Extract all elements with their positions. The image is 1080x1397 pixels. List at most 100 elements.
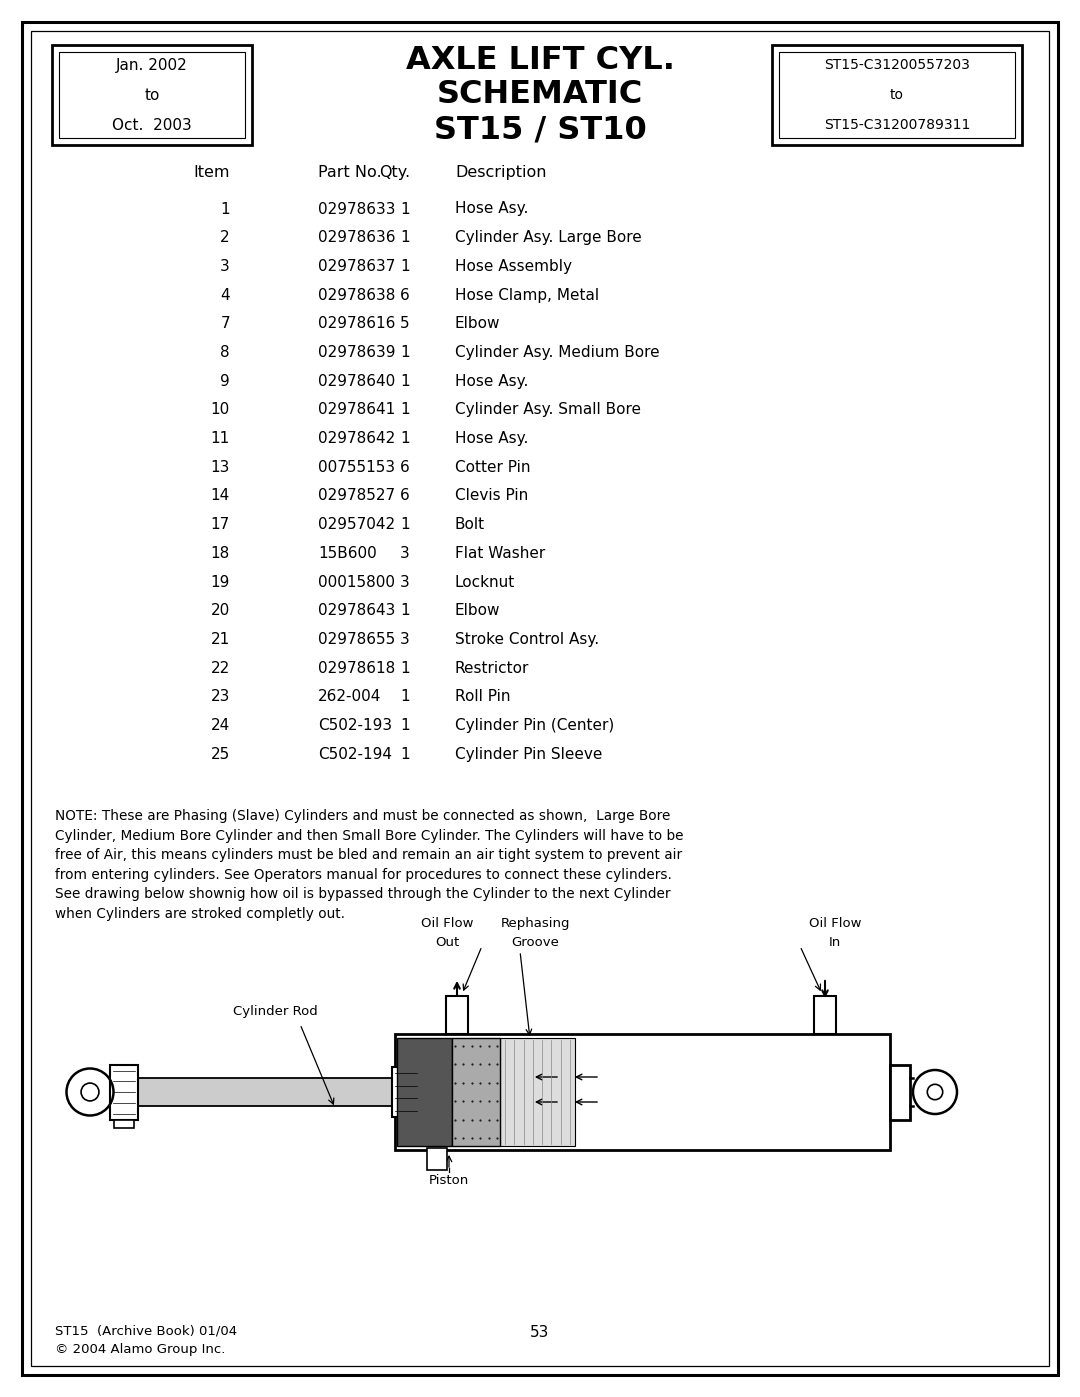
Text: 20: 20 <box>211 604 230 619</box>
Text: 1: 1 <box>401 402 410 418</box>
Bar <box>779 52 1015 138</box>
Text: 22: 22 <box>211 661 230 676</box>
Text: C502-194: C502-194 <box>318 747 392 761</box>
Text: Cylinder Pin Sleeve: Cylinder Pin Sleeve <box>455 747 603 761</box>
Text: ST15  (Archive Book) 01/04
© 2004 Alamo Group Inc.: ST15 (Archive Book) 01/04 © 2004 Alamo G… <box>55 1324 238 1356</box>
Text: ST15-C31200789311: ST15-C31200789311 <box>824 117 970 131</box>
Text: NOTE: These are Phasing (Slave) Cylinders and must be connected as shown,  Large: NOTE: These are Phasing (Slave) Cylinder… <box>55 809 684 921</box>
Bar <box>890 1065 910 1119</box>
Text: 00755153: 00755153 <box>318 460 395 475</box>
Text: Cylinder Asy. Large Bore: Cylinder Asy. Large Bore <box>455 231 642 246</box>
Text: Hose Asy.: Hose Asy. <box>455 201 528 217</box>
Bar <box>397 1038 453 1146</box>
Bar <box>453 1038 500 1146</box>
Text: 11: 11 <box>211 432 230 446</box>
Text: 1: 1 <box>401 432 410 446</box>
Bar <box>113 1119 134 1127</box>
Bar <box>500 1038 575 1146</box>
Text: Roll Pin: Roll Pin <box>455 689 511 704</box>
Text: 1: 1 <box>220 201 230 217</box>
Text: 262-004: 262-004 <box>318 689 381 704</box>
Text: Description: Description <box>455 165 546 179</box>
Text: Groove: Groove <box>511 936 559 950</box>
Text: Bolt: Bolt <box>455 517 485 532</box>
Text: 9: 9 <box>220 374 230 388</box>
Bar <box>52 45 252 145</box>
Text: 02978616: 02978616 <box>318 316 395 331</box>
Bar <box>427 1148 447 1171</box>
Text: 02978641: 02978641 <box>318 402 395 418</box>
Bar <box>59 52 245 138</box>
Text: 02978527: 02978527 <box>318 489 395 503</box>
Text: Piston: Piston <box>429 1173 469 1186</box>
Text: 1: 1 <box>401 231 410 246</box>
Text: 15B600: 15B600 <box>318 546 377 562</box>
Text: 25: 25 <box>211 747 230 761</box>
Text: Elbow: Elbow <box>455 316 500 331</box>
Bar <box>109 1065 137 1119</box>
Text: 6: 6 <box>401 288 410 303</box>
Text: 1: 1 <box>401 517 410 532</box>
Bar <box>772 45 1022 145</box>
Text: 02957042: 02957042 <box>318 517 395 532</box>
Text: Qty.: Qty. <box>379 165 410 179</box>
Text: Oil Flow: Oil Flow <box>421 916 473 929</box>
Text: Hose Asy.: Hose Asy. <box>455 432 528 446</box>
Text: Stroke Control Asy.: Stroke Control Asy. <box>455 631 599 647</box>
Text: SCHEMATIC: SCHEMATIC <box>437 78 643 109</box>
Text: 3: 3 <box>220 258 230 274</box>
Text: 02978642: 02978642 <box>318 432 395 446</box>
Text: 6: 6 <box>401 460 410 475</box>
Text: AXLE LIFT CYL.: AXLE LIFT CYL. <box>406 45 674 75</box>
Text: 1: 1 <box>401 258 410 274</box>
Text: 3: 3 <box>401 631 410 647</box>
Text: 02978637: 02978637 <box>318 258 395 274</box>
Text: 02978655: 02978655 <box>318 631 395 647</box>
Text: Flat Washer: Flat Washer <box>455 546 545 562</box>
Text: In: In <box>828 936 841 950</box>
Text: 4: 4 <box>220 288 230 303</box>
Text: 1: 1 <box>401 661 410 676</box>
Text: 1: 1 <box>401 689 410 704</box>
Text: Cotter Pin: Cotter Pin <box>455 460 530 475</box>
Text: 1: 1 <box>401 201 410 217</box>
Text: 1: 1 <box>401 604 410 619</box>
Text: Hose Asy.: Hose Asy. <box>455 374 528 388</box>
Text: 02978638: 02978638 <box>318 288 395 303</box>
Text: 7: 7 <box>220 316 230 331</box>
Text: 02978636: 02978636 <box>318 231 395 246</box>
Text: 1: 1 <box>401 345 410 360</box>
Text: 02978640: 02978640 <box>318 374 395 388</box>
Text: Elbow: Elbow <box>455 604 500 619</box>
Text: Cylinder Pin (Center): Cylinder Pin (Center) <box>455 718 615 733</box>
Bar <box>137 1078 420 1106</box>
Bar <box>392 1067 420 1118</box>
Text: Restrictor: Restrictor <box>455 661 529 676</box>
Text: 23: 23 <box>211 689 230 704</box>
Text: 13: 13 <box>211 460 230 475</box>
Text: 3: 3 <box>401 546 410 562</box>
Text: Cylinder Asy. Small Bore: Cylinder Asy. Small Bore <box>455 402 642 418</box>
Text: Rephasing: Rephasing <box>500 916 570 929</box>
Text: 02978639: 02978639 <box>318 345 395 360</box>
Text: Hose Clamp, Metal: Hose Clamp, Metal <box>455 288 599 303</box>
Bar <box>814 996 836 1034</box>
Text: 00015800: 00015800 <box>318 574 395 590</box>
Text: to: to <box>890 88 904 102</box>
Text: to: to <box>145 88 160 102</box>
Text: 14: 14 <box>211 489 230 503</box>
Text: Jan. 2002: Jan. 2002 <box>117 57 188 73</box>
Text: 8: 8 <box>220 345 230 360</box>
Text: Cylinder Asy. Medium Bore: Cylinder Asy. Medium Bore <box>455 345 660 360</box>
Text: Cylinder Rod: Cylinder Rod <box>232 1006 318 1018</box>
Text: 18: 18 <box>211 546 230 562</box>
Text: Oil Flow: Oil Flow <box>809 916 861 929</box>
Text: 6: 6 <box>401 489 410 503</box>
Text: ST15 / ST10: ST15 / ST10 <box>434 115 646 145</box>
Text: Item: Item <box>193 165 230 179</box>
Text: Out: Out <box>435 936 459 950</box>
Text: 02978618: 02978618 <box>318 661 395 676</box>
Text: 1: 1 <box>401 747 410 761</box>
Text: 53: 53 <box>530 1324 550 1340</box>
Text: Clevis Pin: Clevis Pin <box>455 489 528 503</box>
